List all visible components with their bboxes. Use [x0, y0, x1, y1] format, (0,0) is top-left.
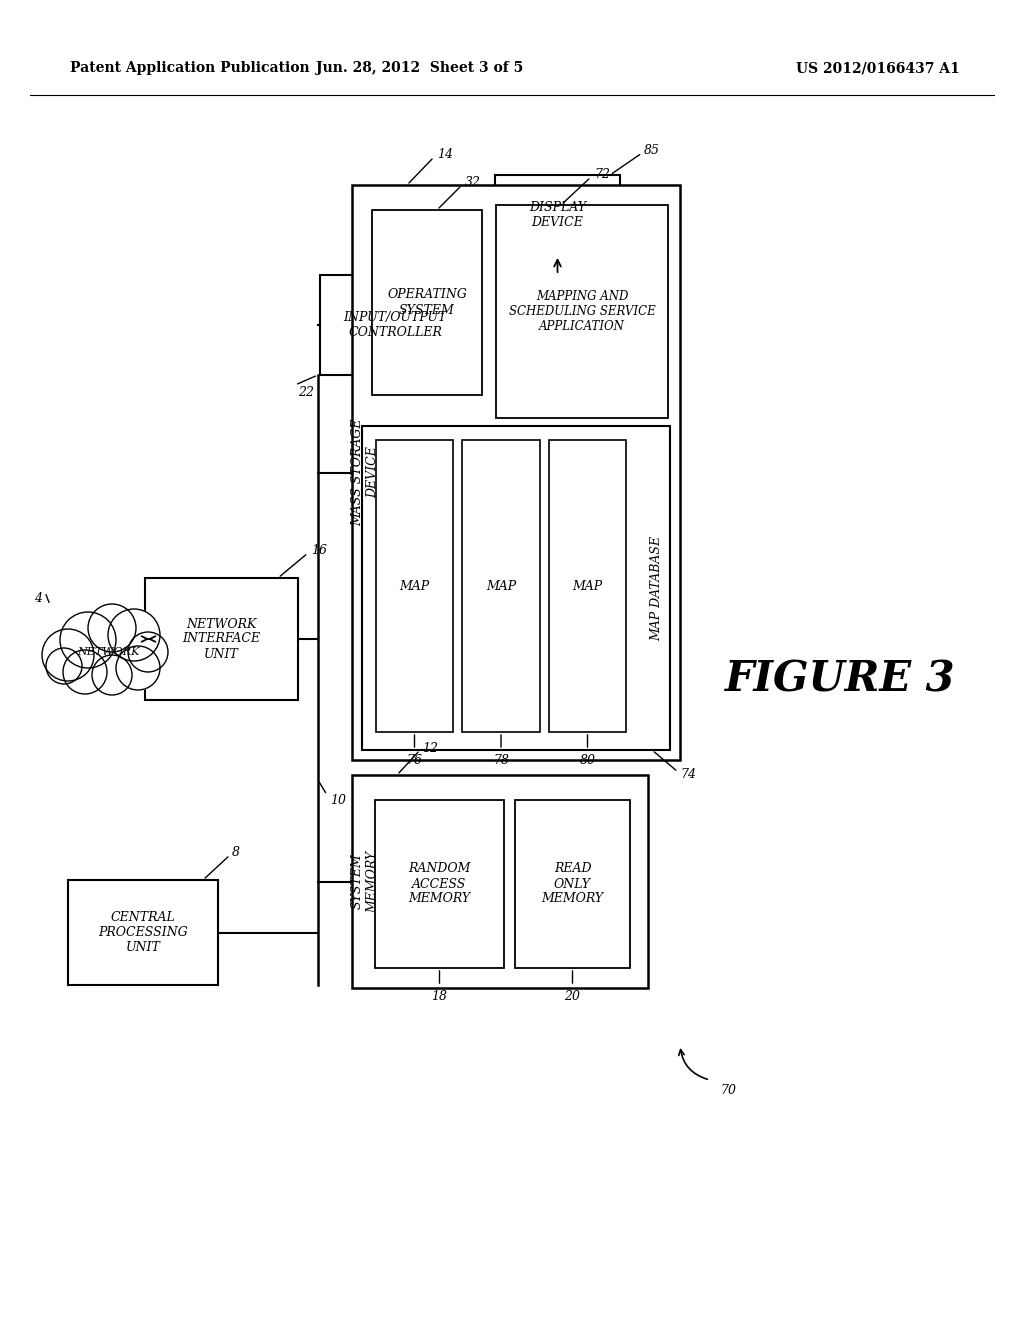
Text: 22: 22 — [298, 385, 314, 399]
Text: 78: 78 — [493, 754, 509, 767]
Bar — [372, 210, 482, 395]
Bar — [319, 275, 470, 375]
Text: MAPPING AND
SCHEDULING SERVICE
APPLICATION: MAPPING AND SCHEDULING SERVICE APPLICATI… — [509, 290, 655, 333]
Bar — [496, 205, 668, 418]
Circle shape — [116, 645, 160, 690]
Circle shape — [60, 612, 116, 668]
Text: 14: 14 — [437, 149, 453, 161]
Bar — [68, 880, 218, 985]
Circle shape — [42, 630, 94, 681]
Circle shape — [108, 609, 160, 661]
Circle shape — [92, 655, 132, 696]
Text: MAP: MAP — [486, 579, 516, 593]
Text: 18: 18 — [431, 990, 447, 1003]
Bar — [145, 578, 298, 700]
Bar — [352, 185, 680, 760]
Text: OPERATING
SYSTEM: OPERATING SYSTEM — [387, 289, 467, 317]
Text: 32: 32 — [465, 177, 481, 190]
Text: 8: 8 — [232, 846, 240, 859]
Circle shape — [88, 605, 136, 652]
Bar — [375, 800, 504, 968]
FancyArrowPatch shape — [679, 1049, 708, 1080]
Bar — [462, 440, 540, 733]
Text: SYSTEM
MEMORY: SYSTEM MEMORY — [351, 850, 379, 912]
Text: FIGURE 3: FIGURE 3 — [725, 659, 955, 701]
Text: 72: 72 — [594, 169, 610, 181]
Text: READ
ONLY
MEMORY: READ ONLY MEMORY — [542, 862, 603, 906]
Text: 76: 76 — [407, 754, 423, 767]
Text: 74: 74 — [680, 768, 696, 781]
Text: 80: 80 — [580, 754, 596, 767]
Text: DISPLAY
DEVICE: DISPLAY DEVICE — [529, 201, 586, 228]
Text: 4: 4 — [34, 591, 42, 605]
Text: MAP: MAP — [399, 579, 429, 593]
Bar — [376, 440, 453, 733]
Bar — [352, 775, 648, 987]
Text: 12: 12 — [422, 742, 438, 755]
Text: NETWORK: NETWORK — [77, 647, 139, 657]
Text: NETWORK
INTERFACE
UNIT: NETWORK INTERFACE UNIT — [182, 618, 260, 660]
Bar — [515, 800, 630, 968]
Text: MAP: MAP — [572, 579, 602, 593]
Text: 10: 10 — [330, 793, 346, 807]
Bar — [362, 426, 670, 750]
Text: 85: 85 — [644, 144, 660, 157]
Text: CENTRAL
PROCESSING
UNIT: CENTRAL PROCESSING UNIT — [98, 911, 187, 954]
Text: RANDOM
ACCESS
MEMORY: RANDOM ACCESS MEMORY — [409, 862, 471, 906]
Text: Patent Application Publication: Patent Application Publication — [70, 61, 309, 75]
Bar — [549, 440, 626, 733]
Text: 20: 20 — [564, 990, 581, 1003]
Text: MASS STORAGE
DEVICE: MASS STORAGE DEVICE — [351, 418, 379, 527]
Circle shape — [128, 632, 168, 672]
Text: 16: 16 — [311, 544, 327, 557]
Text: Jun. 28, 2012  Sheet 3 of 5: Jun. 28, 2012 Sheet 3 of 5 — [316, 61, 523, 75]
Text: INPUT/OUTPUT
CONTROLLER: INPUT/OUTPUT CONTROLLER — [343, 312, 446, 339]
Text: 70: 70 — [720, 1084, 736, 1097]
Text: US 2012/0166437 A1: US 2012/0166437 A1 — [797, 61, 961, 75]
Circle shape — [46, 648, 82, 684]
Text: MAP DATABASE: MAP DATABASE — [650, 536, 664, 640]
Bar — [495, 176, 620, 255]
Circle shape — [63, 649, 106, 694]
